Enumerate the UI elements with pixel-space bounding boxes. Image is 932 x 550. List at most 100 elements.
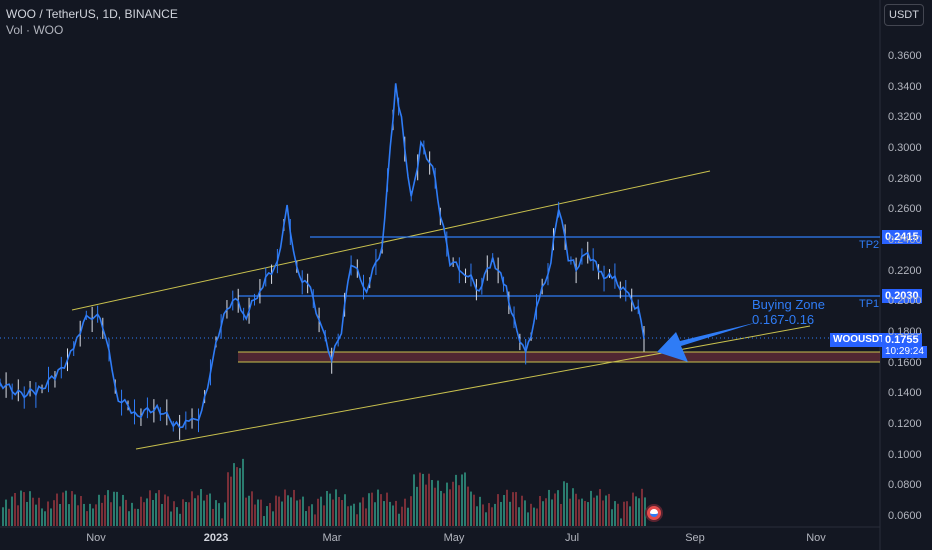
annotation-line-2: 0.167-0.16	[752, 312, 815, 327]
volume-bar	[176, 507, 178, 526]
volume-bar	[368, 493, 370, 526]
volume-bar	[518, 507, 520, 526]
volume-bar	[188, 502, 190, 526]
volume-bar	[542, 501, 544, 526]
buying-zone-band	[238, 352, 880, 362]
volume-bar	[365, 508, 367, 526]
volume-bar	[101, 502, 103, 526]
volume-bar	[560, 503, 562, 526]
volume-bar	[185, 501, 187, 526]
volume-bar	[383, 501, 385, 526]
volume-bar	[476, 506, 478, 526]
time-tick-label: Nov	[86, 532, 106, 544]
volume-bar	[170, 511, 172, 526]
volume-bar	[353, 503, 355, 526]
volume-bar	[425, 484, 427, 526]
volume-bar	[56, 493, 58, 526]
volume-bar	[377, 489, 379, 526]
currency-button[interactable]: USDT	[884, 4, 924, 26]
volume-bar	[326, 490, 328, 526]
volume-bar	[95, 504, 97, 526]
volume-bar	[14, 492, 16, 526]
bar-countdown: 10:29:24	[882, 346, 927, 358]
volume-bar	[629, 506, 631, 526]
time-tick-label: May	[443, 532, 465, 544]
volume-bar	[620, 518, 622, 526]
volume-bar	[458, 485, 460, 526]
price-line	[0, 83, 645, 429]
volume-bar	[584, 500, 586, 526]
volume-bar	[605, 495, 607, 526]
volume-bar	[221, 518, 223, 526]
volume-bar	[290, 497, 292, 526]
volume-bar	[263, 516, 265, 526]
volume-bar	[317, 498, 319, 526]
volume-bar	[626, 501, 628, 526]
volume-bar	[419, 472, 421, 526]
volume-bar	[302, 496, 304, 526]
volume-bar	[269, 503, 271, 526]
volume-bar	[572, 488, 574, 526]
volume-bar	[581, 498, 583, 526]
volume-bar	[80, 496, 82, 526]
volume-bar	[314, 514, 316, 526]
volume-bar	[257, 499, 259, 526]
price-series	[0, 83, 645, 440]
volume-bar	[158, 490, 160, 526]
chart-title: WOO / TetherUS, 1D, BINANCE	[6, 7, 178, 21]
volume-bar	[332, 499, 334, 526]
volume-bar	[485, 512, 487, 526]
volume-bar	[275, 495, 277, 526]
volume-bar	[491, 507, 493, 526]
volume-bar	[599, 489, 601, 526]
volume-bar	[503, 495, 505, 526]
volume-bar	[617, 503, 619, 526]
volume-bar	[167, 496, 169, 526]
volume-bar	[113, 491, 115, 526]
volume-bar	[59, 503, 61, 526]
volume-bar	[293, 489, 295, 526]
volume-bar	[527, 512, 529, 526]
volume-bar	[548, 489, 550, 526]
volume-bar	[380, 494, 382, 526]
volume-bar	[86, 511, 88, 526]
volume-bar	[530, 503, 532, 526]
volume-bar	[449, 489, 451, 526]
volume-bar	[404, 498, 406, 526]
volume-bar	[539, 496, 541, 526]
volume-bar	[329, 493, 331, 526]
volume-bar	[341, 500, 343, 526]
volume-bar	[272, 511, 274, 526]
volume-bar	[533, 507, 535, 526]
volume-bar	[347, 506, 349, 526]
volume-bar	[506, 489, 508, 526]
price-tick-label: 0.2200	[888, 264, 922, 277]
time-tick-label: Mar	[322, 532, 342, 544]
volume-bar	[47, 501, 49, 526]
volume-bar	[224, 502, 226, 526]
volume-bars	[2, 458, 646, 526]
volume-bar	[68, 504, 70, 526]
volume-bar	[386, 492, 388, 526]
volume-bar	[608, 493, 610, 526]
volume-bar	[323, 505, 325, 526]
price-tick-label: 0.1000	[888, 448, 922, 461]
volume-bar	[536, 508, 538, 526]
volume-bar	[563, 481, 565, 526]
volume-bar	[203, 500, 205, 526]
volume-bar	[551, 499, 553, 526]
volume-bar	[395, 500, 397, 526]
volume-bar	[11, 496, 13, 526]
volume-bar	[296, 500, 298, 526]
volume-bar	[26, 501, 28, 526]
volume-bar	[179, 513, 181, 526]
volume-bar	[512, 492, 514, 526]
volume-bar	[137, 508, 139, 526]
volume-bar	[440, 490, 442, 526]
volume-bar	[473, 494, 475, 526]
volume-bar	[20, 490, 22, 526]
volume-bar	[578, 499, 580, 526]
volume-bar	[350, 505, 352, 526]
price-tick-label: 0.2800	[888, 172, 922, 185]
